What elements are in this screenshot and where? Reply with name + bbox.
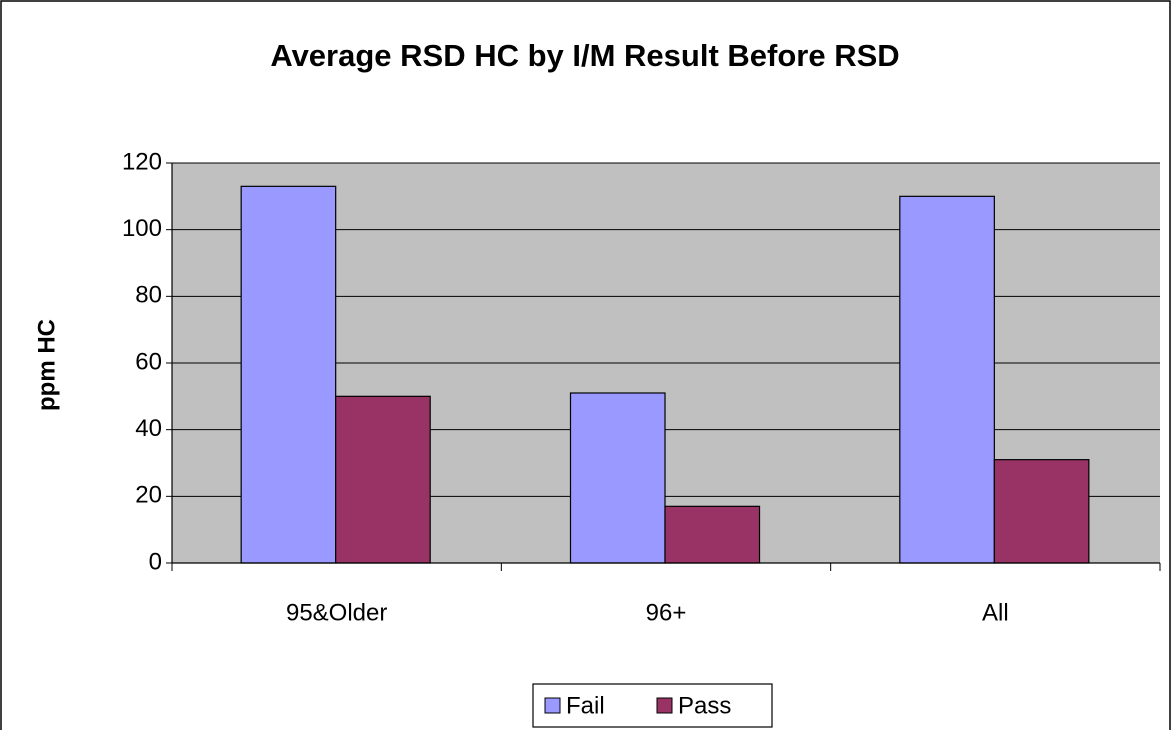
legend-swatch xyxy=(544,697,561,714)
bar xyxy=(993,459,1090,564)
y-tick-label: 80 xyxy=(135,282,162,309)
x-tick-label: 96+ xyxy=(646,599,687,626)
bar xyxy=(899,195,995,564)
y-axis-label: ppm HC xyxy=(33,319,60,411)
legend-box xyxy=(532,683,773,728)
x-tick-label: 95&Older xyxy=(286,599,387,626)
legend-label: Fail xyxy=(566,692,605,719)
y-tick-label: 40 xyxy=(135,415,162,442)
legend-swatch xyxy=(656,697,673,714)
bar xyxy=(569,392,666,564)
bar xyxy=(664,505,761,564)
bar xyxy=(335,395,431,564)
y-tick-label: 60 xyxy=(135,348,162,375)
chart-title: Average RSD HC by I/M Result Before RSD xyxy=(270,38,899,73)
y-tick-label: 120 xyxy=(122,148,162,175)
y-tick-label: 100 xyxy=(122,215,162,242)
x-tick-label: All xyxy=(982,599,1009,626)
bar xyxy=(240,185,337,564)
legend-label: Pass xyxy=(678,692,731,719)
y-tick-label: 0 xyxy=(149,548,162,575)
y-tick-label: 20 xyxy=(135,482,162,509)
